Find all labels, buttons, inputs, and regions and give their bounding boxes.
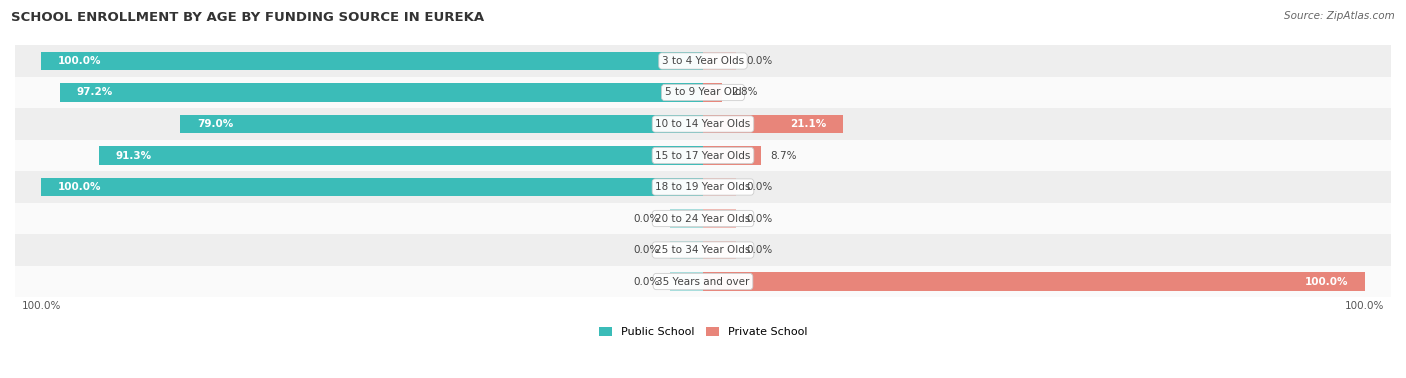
Bar [15, 140, 1391, 171]
Text: 25 to 34 Year Olds: 25 to 34 Year Olds [655, 245, 751, 255]
Bar [669, 240, 703, 259]
Bar [41, 178, 703, 197]
Bar [15, 266, 1391, 297]
Text: 0.0%: 0.0% [747, 56, 772, 66]
Text: 5 to 9 Year Old: 5 to 9 Year Old [665, 87, 741, 98]
Text: 0.0%: 0.0% [747, 245, 772, 255]
Bar [15, 234, 1391, 266]
Text: 0.0%: 0.0% [747, 214, 772, 223]
Bar [15, 171, 1391, 203]
Bar [15, 203, 1391, 234]
Bar [98, 146, 703, 165]
Text: 79.0%: 79.0% [197, 119, 233, 129]
Legend: Public School, Private School: Public School, Private School [599, 327, 807, 337]
Text: 0.0%: 0.0% [634, 245, 659, 255]
Bar [703, 146, 761, 165]
Text: 21.1%: 21.1% [790, 119, 827, 129]
Text: 100.0%: 100.0% [1305, 277, 1348, 287]
Text: 10 to 14 Year Olds: 10 to 14 Year Olds [655, 119, 751, 129]
Text: 91.3%: 91.3% [115, 150, 152, 161]
Text: 20 to 24 Year Olds: 20 to 24 Year Olds [655, 214, 751, 223]
Text: 2.8%: 2.8% [731, 87, 758, 98]
Text: 0.0%: 0.0% [634, 277, 659, 287]
Text: SCHOOL ENROLLMENT BY AGE BY FUNDING SOURCE IN EUREKA: SCHOOL ENROLLMENT BY AGE BY FUNDING SOUR… [11, 11, 485, 24]
Bar [41, 51, 703, 70]
Text: 0.0%: 0.0% [634, 214, 659, 223]
Bar [703, 83, 721, 102]
Text: 0.0%: 0.0% [747, 182, 772, 192]
Text: 15 to 17 Year Olds: 15 to 17 Year Olds [655, 150, 751, 161]
Text: 100.0%: 100.0% [58, 182, 101, 192]
Text: 8.7%: 8.7% [770, 150, 797, 161]
Bar [703, 115, 842, 133]
Text: 97.2%: 97.2% [76, 87, 112, 98]
Bar [669, 272, 703, 291]
Bar [703, 51, 737, 70]
Text: 35 Years and over: 35 Years and over [657, 277, 749, 287]
Bar [15, 108, 1391, 140]
Bar [669, 209, 703, 228]
Bar [60, 83, 703, 102]
Text: 18 to 19 Year Olds: 18 to 19 Year Olds [655, 182, 751, 192]
Bar [15, 77, 1391, 108]
Text: Source: ZipAtlas.com: Source: ZipAtlas.com [1284, 11, 1395, 21]
Bar [703, 209, 737, 228]
Bar [703, 178, 737, 197]
Bar [15, 45, 1391, 77]
Bar [703, 272, 1365, 291]
Text: 3 to 4 Year Olds: 3 to 4 Year Olds [662, 56, 744, 66]
Text: 100.0%: 100.0% [58, 56, 101, 66]
Bar [180, 115, 703, 133]
Bar [703, 240, 737, 259]
